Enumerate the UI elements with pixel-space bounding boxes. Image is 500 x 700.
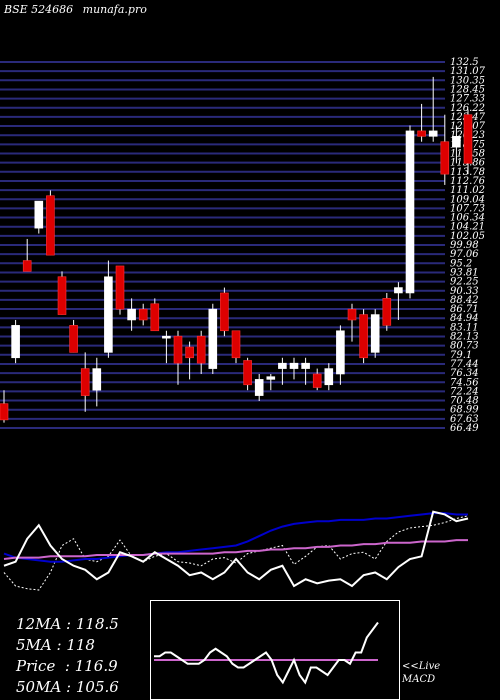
- price-label: 79.1: [450, 350, 472, 361]
- candle-down: [138, 308, 148, 321]
- price-label: 93.81: [450, 267, 479, 278]
- candle-up: [208, 308, 218, 369]
- candle-down: [312, 373, 322, 388]
- price-label: 70.48: [450, 396, 479, 407]
- price-chart: 132.5131.07130.35128.45127.33126.22123.4…: [0, 57, 486, 434]
- candle-down: [440, 141, 450, 175]
- price-label: 132.5: [450, 57, 479, 68]
- price-label: 68.99: [450, 405, 479, 416]
- candle-down: [115, 265, 125, 310]
- candle-down: [80, 368, 90, 396]
- ma-line: [3, 539, 468, 560]
- stat-ma12: 12MA : 118.5: [16, 615, 119, 633]
- stat-ma5: 5MA : 118: [16, 636, 95, 654]
- price-label: 95.2: [450, 258, 472, 269]
- ema-line-dotted: [3, 515, 469, 591]
- candle-down: [463, 114, 473, 164]
- indicator-chart: [3, 510, 469, 591]
- site-name: munafa.pro: [82, 3, 147, 16]
- price-line: [3, 510, 469, 588]
- price-label: 107.73: [450, 203, 485, 214]
- price-label: 109.04: [450, 194, 485, 205]
- macd-label: MACD: [402, 674, 436, 685]
- candle-up: [34, 200, 44, 229]
- candle-down: [196, 335, 206, 364]
- price-label: 80.73: [450, 341, 479, 352]
- candle-up: [452, 136, 461, 148]
- price-label: 90.33: [450, 286, 479, 297]
- candle-down: [150, 303, 160, 332]
- candle-up: [324, 368, 334, 386]
- price-label: 86.71: [450, 304, 479, 315]
- price-label: 111.02: [450, 185, 485, 196]
- candle-up: [405, 130, 415, 294]
- price-label: 72.24: [450, 386, 479, 397]
- candle-up: [162, 335, 171, 339]
- candle-down: [417, 130, 426, 137]
- candle-up: [370, 314, 380, 353]
- price-label: 102.05: [450, 231, 485, 242]
- candle-down: [69, 325, 78, 353]
- price-label: 88.42: [450, 295, 479, 306]
- candle-up: [254, 379, 264, 396]
- price-label: 104.21: [450, 222, 485, 233]
- candle-down: [382, 298, 392, 326]
- candle-down: [359, 314, 368, 359]
- candle-up: [428, 130, 438, 137]
- candle-down: [185, 346, 194, 359]
- chart-header: BSE 524686 munafa.pro: [4, 3, 153, 16]
- price-label: 82.13: [450, 332, 479, 343]
- candle-up: [266, 376, 276, 380]
- candle-up: [104, 276, 113, 353]
- price-label: 112.76: [450, 176, 486, 187]
- candle-up: [127, 308, 136, 321]
- price-label: 77.44: [450, 359, 479, 370]
- candle-up: [289, 362, 299, 369]
- candle-down: [22, 260, 32, 272]
- candle-down: [57, 276, 67, 315]
- candle-down: [347, 308, 357, 321]
- candle-down: [173, 335, 183, 364]
- price-label: 74.56: [450, 377, 479, 388]
- candle-up: [278, 362, 287, 369]
- candle-up: [394, 287, 403, 294]
- price-label: 66.49: [450, 423, 479, 434]
- price-label: 127.33: [450, 94, 485, 105]
- price-label: 128.45: [450, 84, 485, 95]
- live-label[interactable]: <<Live: [402, 661, 441, 672]
- price-label: 92.25: [450, 277, 479, 288]
- stat-price: Price : 116.9: [16, 657, 118, 675]
- price-label: 130.35: [450, 75, 485, 86]
- price-label: 97.06: [450, 249, 479, 260]
- candle-down: [220, 292, 229, 332]
- candle-up: [336, 330, 345, 375]
- candle-down: [0, 403, 9, 421]
- candle-up: [11, 325, 20, 359]
- candle-down: [46, 195, 55, 256]
- price-label: 131.07: [450, 66, 486, 77]
- macd-line: [154, 621, 379, 685]
- price-label: 84.94: [450, 313, 479, 324]
- candle-up: [301, 362, 310, 369]
- price-label: 67.63: [450, 414, 479, 425]
- price-label: 106.34: [450, 213, 485, 224]
- stat-ma50: 50MA : 105.6: [16, 678, 119, 696]
- exchange-code: BSE 524686: [4, 3, 74, 16]
- ema-line: [3, 512, 468, 563]
- price-label: 99.98: [450, 240, 479, 251]
- price-label: 76.34: [450, 368, 479, 379]
- price-label: 83.11: [450, 322, 479, 333]
- candle-down: [231, 330, 241, 359]
- candle-up: [92, 368, 102, 391]
- macd-chart: [150, 600, 400, 700]
- candle-down: [243, 360, 252, 386]
- price-label: 126.22: [450, 103, 485, 114]
